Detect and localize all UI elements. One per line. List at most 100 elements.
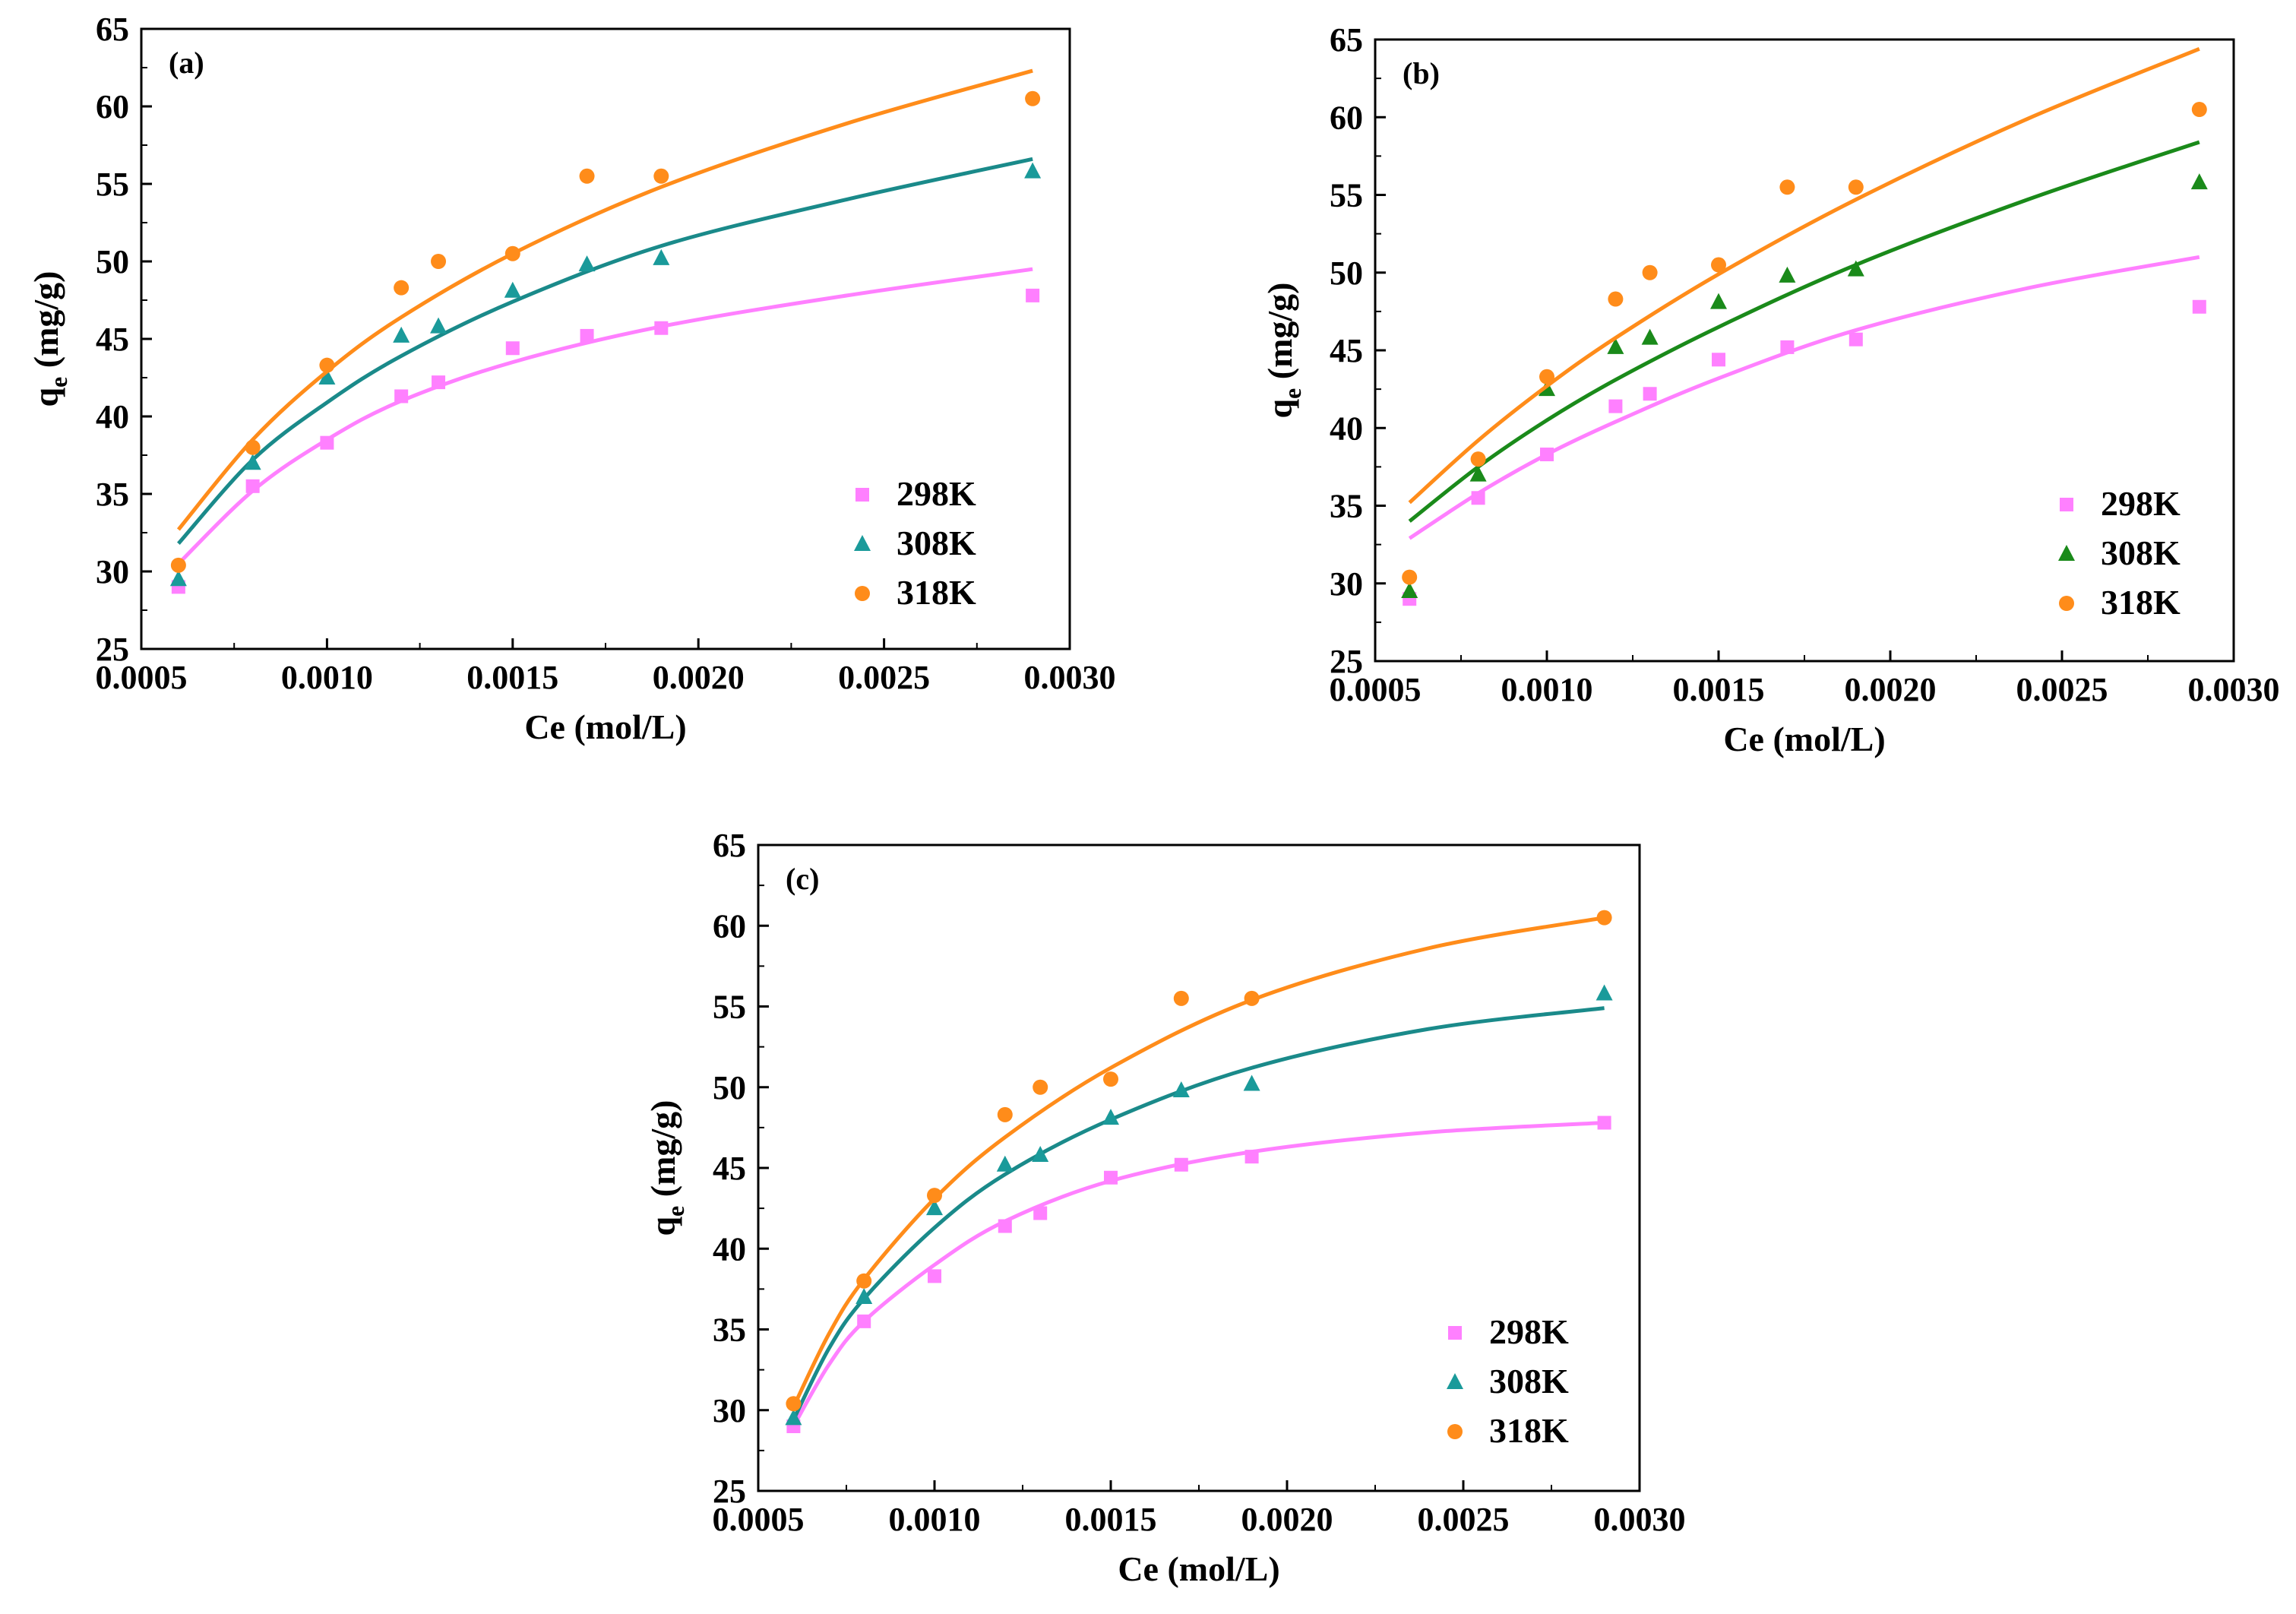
data-point-298K — [1104, 1170, 1118, 1185]
panel-label: (b) — [1403, 56, 1440, 90]
data-point-308K — [1847, 260, 1864, 277]
x-tick-label: 0.0030 — [1594, 1501, 1686, 1538]
data-point-308K — [1607, 337, 1624, 354]
data-point-318K — [1173, 990, 1189, 1006]
data-point-318K — [1470, 451, 1486, 467]
legend-label-308K: 308K — [897, 524, 976, 562]
data-point-308K — [1469, 465, 1487, 482]
x-tick-label: 0.0020 — [653, 659, 745, 696]
legend-label-308K: 308K — [1489, 1362, 1569, 1400]
data-point-308K — [1172, 1081, 1190, 1097]
data-point-318K — [1539, 369, 1554, 385]
data-point-298K — [1244, 1150, 1259, 1164]
data-point-318K — [1244, 990, 1260, 1006]
data-point-318K — [394, 280, 410, 296]
fit-curve-308K — [792, 1006, 1605, 1421]
data-point-318K — [579, 168, 595, 184]
data-point-298K — [1174, 1157, 1188, 1172]
data-point-318K — [1402, 569, 1418, 585]
y-tick-label: 60 — [96, 88, 129, 125]
y-tick-label: 35 — [96, 476, 129, 513]
data-point-298K — [654, 321, 669, 335]
fit-curve-308K — [177, 157, 1033, 545]
data-point-318K — [1642, 264, 1658, 280]
data-point-318K — [1608, 291, 1624, 307]
legend-marker-298K — [2060, 498, 2073, 511]
panel-label: (c) — [786, 862, 819, 896]
panel-label: (a) — [169, 46, 204, 80]
data-point-318K — [2191, 102, 2207, 118]
y-tick-label: 40 — [1330, 410, 1363, 447]
chart-panel-c: 25 30 35 40 45 50 55 60 65 0.0005 0.0010 0.0015 0.00… — [644, 827, 1686, 1588]
data-point-318K — [1779, 179, 1795, 195]
data-point-298K — [1849, 332, 1863, 347]
data-point-298K — [1033, 1206, 1048, 1220]
y-tick-label: 55 — [713, 989, 746, 1026]
data-point-308K — [318, 369, 336, 385]
data-point-318K — [1025, 90, 1041, 106]
x-tick-label: 0.0015 — [1065, 1501, 1157, 1538]
legend-label-298K: 298K — [1489, 1312, 1569, 1351]
data-point-298K — [1026, 288, 1040, 302]
data-point-318K — [1596, 910, 1612, 926]
y-tick-label: 30 — [1330, 565, 1363, 603]
y-tick-label: 65 — [96, 11, 129, 48]
data-point-308K — [1641, 328, 1659, 345]
x-tick-label: 0.0015 — [466, 659, 558, 696]
x-tick-label: 0.0030 — [1024, 659, 1116, 696]
data-point-318K — [245, 439, 261, 455]
data-point-308K — [653, 248, 670, 265]
y-tick-label: 55 — [1330, 177, 1363, 214]
legend-label-318K: 318K — [2101, 583, 2181, 622]
y-axis-title: qe (mg/g) — [27, 271, 72, 407]
data-point-318K — [431, 254, 447, 269]
y-axis-title: qe (mg/g) — [1260, 282, 1306, 418]
data-point-298K — [1643, 387, 1657, 401]
chart-panel-a: 25 30 35 40 45 50 55 60 65 0.0005 0.0010 0.0015 0.00… — [27, 11, 1116, 746]
data-point-298K — [1780, 340, 1795, 354]
x-axis-title: Ce (mol/L) — [524, 707, 686, 746]
x-tick-label: 0.0020 — [1241, 1501, 1333, 1538]
data-point-308K — [244, 454, 261, 470]
data-point-298K — [928, 1269, 941, 1283]
x-tick-label: 0.0025 — [838, 659, 930, 696]
fit-curve-298K — [177, 267, 1033, 565]
fit-curve-318K — [792, 916, 1605, 1408]
y-tick-label: 30 — [713, 1392, 746, 1429]
data-point-318K — [927, 1188, 942, 1204]
data-point-298K — [1712, 353, 1725, 367]
legend-label-318K: 318K — [897, 573, 976, 612]
data-point-318K — [504, 245, 520, 261]
x-axis-title: Ce (mol/L) — [1118, 1549, 1279, 1588]
data-point-298K — [394, 389, 409, 404]
x-tick-label: 0.0005 — [1330, 671, 1422, 708]
x-tick-label: 0.0010 — [1501, 671, 1593, 708]
legend-marker-298K — [1448, 1326, 1462, 1340]
x-tick-label: 0.0025 — [1418, 1501, 1510, 1538]
legend-marker-318K — [1447, 1424, 1463, 1439]
fit-curve-318K — [176, 68, 1033, 531]
data-point-308K — [1710, 293, 1727, 309]
x-tick-label: 0.0005 — [713, 1501, 805, 1538]
data-point-308K — [785, 1409, 802, 1426]
y-tick-label: 50 — [1330, 255, 1363, 292]
data-point-298K — [320, 435, 334, 450]
y-tick-label: 45 — [713, 1150, 746, 1187]
data-point-308K — [578, 255, 596, 272]
data-point-298K — [998, 1219, 1012, 1233]
legend-marker-298K — [855, 488, 869, 502]
data-point-318K — [1711, 257, 1726, 273]
data-point-298K — [245, 479, 260, 493]
data-point-308K — [1024, 162, 1042, 179]
y-tick-label: 65 — [1330, 21, 1363, 59]
data-point-308K — [1779, 266, 1796, 283]
data-point-318K — [856, 1273, 872, 1289]
y-tick-label: 30 — [96, 553, 129, 590]
chart-panel-b: 25 30 35 40 45 50 55 60 65 0.0005 0.0010 0.0015 0.00… — [1260, 21, 2280, 758]
y-tick-label: 55 — [96, 166, 129, 203]
data-point-318K — [1848, 179, 1864, 195]
legend-marker-308K — [854, 535, 871, 551]
data-point-298K — [432, 375, 446, 390]
data-point-298K — [1540, 448, 1554, 462]
y-tick-label: 50 — [713, 1069, 746, 1106]
